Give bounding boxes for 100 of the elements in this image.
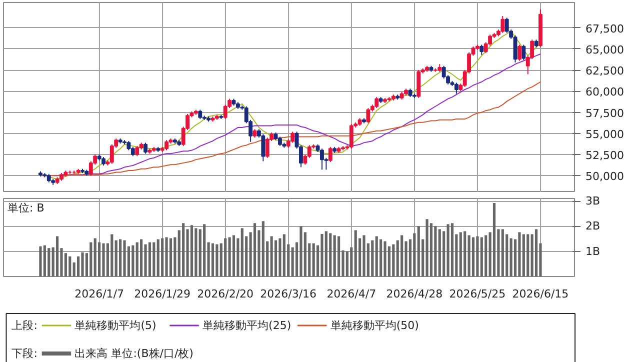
candlestick <box>130 146 135 157</box>
candlestick <box>278 136 282 147</box>
legend-title: 下段: <box>12 347 38 360</box>
candlestick <box>349 124 354 150</box>
bar <box>262 221 264 276</box>
x-tick-label: 2026/5/25 <box>449 288 506 300</box>
bar <box>362 235 366 276</box>
bar <box>98 242 101 276</box>
candlestick <box>500 16 505 34</box>
y-tick-label: 67,500 <box>586 22 624 36</box>
bar <box>518 232 521 276</box>
bar <box>522 234 525 276</box>
bar <box>354 230 357 276</box>
candlestick <box>290 131 295 144</box>
y-tick-label: 57,500 <box>586 106 624 120</box>
bar <box>165 237 168 276</box>
bar <box>438 229 441 276</box>
bar <box>526 234 530 276</box>
candlestick <box>480 44 484 56</box>
bar <box>484 235 488 276</box>
candlestick <box>513 34 518 63</box>
legend-title: 上段: <box>12 319 38 332</box>
legend-label: 単純移動平均(50) <box>330 319 419 332</box>
bar <box>450 223 454 276</box>
bar <box>278 238 282 276</box>
bar <box>534 229 538 276</box>
y-tick-label: 50,000 <box>586 170 624 184</box>
y-tick-label: 55,000 <box>586 128 624 141</box>
candlestick <box>328 146 332 163</box>
bar <box>417 226 420 276</box>
bar <box>384 241 386 276</box>
bar <box>140 239 143 276</box>
bar <box>430 223 433 276</box>
bar <box>161 238 164 276</box>
bar <box>119 239 122 276</box>
y-tick-label: 3B <box>586 194 600 208</box>
bar <box>300 226 302 276</box>
bar <box>114 240 118 276</box>
candlestick <box>366 108 370 124</box>
bar <box>253 223 256 276</box>
candlestick <box>522 44 526 60</box>
bar <box>110 234 114 276</box>
bar <box>492 203 496 276</box>
bar <box>329 233 332 276</box>
bar <box>174 237 176 276</box>
bar <box>232 235 236 276</box>
bar <box>282 234 286 276</box>
x-tick-label: 2026/6/15 <box>512 288 569 300</box>
bar <box>56 236 59 276</box>
bar <box>468 235 470 276</box>
candlestick <box>374 96 379 109</box>
bar <box>81 252 84 276</box>
bar <box>312 243 315 276</box>
bar <box>501 229 504 276</box>
candlestick <box>144 142 148 154</box>
y-tick-label: 52,500 <box>586 149 624 162</box>
bar <box>194 228 198 276</box>
bar <box>224 238 227 276</box>
bar <box>476 236 479 276</box>
bar <box>132 245 134 276</box>
bar <box>136 242 138 276</box>
candlestick <box>320 148 324 170</box>
bar <box>510 238 512 276</box>
bar <box>76 256 80 276</box>
candlestick <box>517 44 522 62</box>
annotation: 単位: B <box>8 202 44 214</box>
bar <box>324 231 328 276</box>
bar <box>472 237 475 276</box>
candlestick <box>126 140 131 151</box>
candlestick <box>454 82 458 94</box>
bar <box>270 236 273 276</box>
bar <box>68 256 72 276</box>
x-tick-label: 2026/3/16 <box>260 288 317 300</box>
y-tick-label: 62,500 <box>586 64 624 78</box>
bar <box>480 237 483 276</box>
bar <box>350 247 353 276</box>
bar <box>380 239 382 276</box>
candlestick <box>198 109 202 120</box>
x-tick-label: 2026/1/7 <box>74 288 124 300</box>
bar <box>148 242 152 276</box>
legend-label: 単純移動平均(25) <box>202 319 292 332</box>
bar <box>375 236 378 276</box>
bar <box>434 226 437 276</box>
bar <box>337 236 340 276</box>
bar <box>43 245 46 276</box>
bar <box>346 251 348 276</box>
candlestick <box>164 140 168 151</box>
bar <box>94 238 96 276</box>
bar <box>90 242 92 276</box>
bar <box>211 243 214 276</box>
bar <box>216 244 218 276</box>
bar <box>240 228 244 276</box>
bar <box>156 239 160 276</box>
bar <box>39 246 42 276</box>
y-tick-label: 65,000 <box>586 43 624 56</box>
bar <box>228 237 231 276</box>
bar <box>190 225 194 276</box>
x-tick-label: 2026/2/20 <box>197 288 254 300</box>
x-tick-label: 2026/4/28 <box>386 288 443 300</box>
bar <box>464 231 466 276</box>
